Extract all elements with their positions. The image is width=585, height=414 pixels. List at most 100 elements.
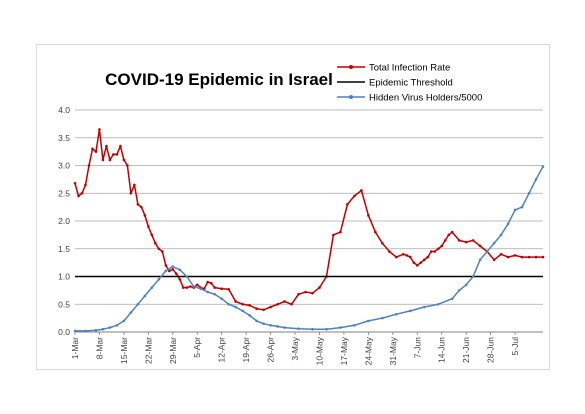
data-point-hidden-virus-holders-5000 bbox=[157, 277, 161, 281]
data-point-hidden-virus-holders-5000 bbox=[353, 324, 356, 327]
data-point-total-infection-rate bbox=[91, 147, 94, 151]
data-point-hidden-virus-holders-5000 bbox=[213, 292, 217, 296]
data-point-total-infection-rate bbox=[220, 287, 223, 291]
data-point-total-infection-rate bbox=[332, 233, 335, 237]
x-tick-label: 17-May bbox=[339, 336, 349, 365]
data-point-total-infection-rate bbox=[433, 250, 437, 253]
data-point-hidden-virus-holders-5000 bbox=[283, 326, 286, 329]
legend-label: Hidden Virus Holders/5000 bbox=[369, 93, 482, 104]
y-tick-label: 1.5 bbox=[58, 244, 70, 254]
data-point-hidden-virus-holders-5000 bbox=[527, 191, 531, 195]
data-point-total-infection-rate bbox=[73, 181, 77, 185]
data-point-total-infection-rate bbox=[136, 203, 140, 206]
data-point-hidden-virus-holders-5000 bbox=[534, 178, 538, 181]
series-line-total-infection-rate bbox=[74, 128, 543, 311]
data-point-total-infection-rate bbox=[457, 239, 461, 242]
x-tick-label: 3-May bbox=[290, 336, 300, 360]
data-point-total-infection-rate bbox=[122, 158, 126, 162]
data-point-total-infection-rate bbox=[412, 261, 416, 264]
data-point-total-infection-rate bbox=[408, 255, 412, 259]
data-point-total-infection-rate bbox=[115, 153, 119, 156]
data-point-total-infection-rate bbox=[534, 255, 538, 259]
data-point-total-infection-rate bbox=[262, 308, 265, 312]
data-point-total-infection-rate bbox=[419, 261, 423, 264]
data-point-hidden-virus-holders-5000 bbox=[499, 233, 503, 237]
data-point-total-infection-rate bbox=[98, 128, 101, 131]
data-point-total-infection-rate bbox=[84, 183, 87, 187]
data-point-total-infection-rate bbox=[126, 164, 129, 167]
line-chart: COVID-19 Epidemic in Israel 0.0 0.5 1.0 1.5… bbox=[58, 63, 545, 365]
legend: Total Infection Rate Epidemic Threshold Hi… bbox=[337, 63, 482, 104]
data-point-total-infection-rate bbox=[248, 304, 251, 307]
data-point-total-infection-rate bbox=[147, 225, 150, 228]
data-point-hidden-virus-holders-5000 bbox=[269, 324, 272, 327]
data-point-total-infection-rate bbox=[520, 255, 524, 259]
data-point-total-infection-rate bbox=[181, 286, 185, 289]
data-point-hidden-virus-holders-5000 bbox=[492, 241, 496, 245]
data-point-total-infection-rate bbox=[150, 233, 154, 237]
data-point-total-infection-rate bbox=[290, 302, 293, 306]
data-point-hidden-virus-holders-5000 bbox=[450, 297, 454, 300]
data-point-total-infection-rate bbox=[195, 283, 199, 287]
data-point-hidden-virus-holders-5000 bbox=[171, 265, 175, 268]
y-tick-label: 2.0 bbox=[58, 216, 70, 226]
data-point-total-infection-rate bbox=[426, 255, 430, 259]
data-point-total-infection-rate bbox=[157, 247, 161, 251]
data-point-total-infection-rate bbox=[188, 285, 192, 288]
x-tick-label: 29-Mar bbox=[168, 337, 178, 364]
data-point-total-infection-rate bbox=[388, 250, 391, 253]
data-point-hidden-virus-holders-5000 bbox=[395, 312, 398, 316]
data-point-hidden-virus-holders-5000 bbox=[108, 326, 112, 329]
data-point-hidden-virus-holders-5000 bbox=[101, 327, 105, 331]
data-point-hidden-virus-holders-5000 bbox=[297, 327, 300, 330]
data-point-hidden-virus-holders-5000 bbox=[339, 326, 342, 329]
data-point-total-infection-rate bbox=[353, 194, 356, 198]
data-point-total-infection-rate bbox=[443, 239, 447, 242]
x-tick-label: 1-Mar bbox=[70, 337, 80, 359]
x-tick-label: 19-Apr bbox=[241, 337, 251, 363]
data-point-total-infection-rate bbox=[429, 250, 433, 253]
data-point-hidden-virus-holders-5000 bbox=[115, 324, 119, 327]
data-point-total-infection-rate bbox=[492, 258, 496, 262]
data-point-total-infection-rate bbox=[140, 205, 143, 209]
data-point-hidden-virus-holders-5000 bbox=[464, 283, 468, 287]
data-point-hidden-virus-holders-5000 bbox=[478, 258, 482, 262]
series-layer bbox=[73, 128, 545, 333]
data-point-total-infection-rate bbox=[209, 281, 213, 285]
data-point-total-infection-rate bbox=[269, 305, 272, 309]
data-point-total-infection-rate bbox=[234, 300, 237, 303]
x-tick-label: 8-Mar bbox=[94, 337, 104, 359]
data-point-hidden-virus-holders-5000 bbox=[262, 322, 265, 325]
data-point-total-infection-rate bbox=[415, 264, 419, 267]
y-tick-label: 1.0 bbox=[58, 272, 70, 282]
data-point-hidden-virus-holders-5000 bbox=[248, 314, 251, 317]
data-point-total-infection-rate bbox=[206, 280, 210, 284]
data-point-hidden-virus-holders-5000 bbox=[150, 286, 154, 289]
x-tick-label: 12-Apr bbox=[217, 337, 227, 363]
x-tick-label: 28-Jun bbox=[486, 337, 496, 363]
data-point-total-infection-rate bbox=[167, 269, 171, 273]
data-point-hidden-virus-holders-5000 bbox=[541, 165, 545, 168]
data-point-total-infection-rate bbox=[447, 233, 451, 237]
data-point-total-infection-rate bbox=[164, 264, 168, 267]
legend-label: Epidemic Threshold bbox=[369, 78, 453, 89]
data-point-hidden-virus-holders-5000 bbox=[178, 268, 182, 272]
data-point-hidden-virus-holders-5000 bbox=[220, 297, 223, 300]
data-point-hidden-virus-holders-5000 bbox=[129, 311, 133, 314]
data-point-total-infection-rate bbox=[478, 244, 482, 248]
data-point-hidden-virus-holders-5000 bbox=[381, 316, 384, 320]
data-point-hidden-virus-holders-5000 bbox=[520, 205, 524, 209]
data-point-total-infection-rate bbox=[161, 250, 164, 253]
data-point-total-infection-rate bbox=[213, 286, 217, 289]
x-tick-label: 7-Jun bbox=[412, 337, 422, 359]
data-point-hidden-virus-holders-5000 bbox=[276, 325, 279, 328]
chart-title: COVID-19 Epidemic in Israel bbox=[105, 70, 333, 89]
data-point-hidden-virus-holders-5000 bbox=[513, 208, 517, 212]
data-point-hidden-virus-holders-5000 bbox=[84, 329, 87, 333]
x-tick-label: 5-Jul bbox=[510, 337, 520, 356]
data-point-total-infection-rate bbox=[374, 230, 377, 234]
data-point-total-infection-rate bbox=[77, 194, 80, 198]
data-point-hidden-virus-holders-5000 bbox=[206, 290, 210, 294]
data-point-total-infection-rate bbox=[318, 286, 321, 289]
data-point-hidden-virus-holders-5000 bbox=[234, 305, 237, 309]
